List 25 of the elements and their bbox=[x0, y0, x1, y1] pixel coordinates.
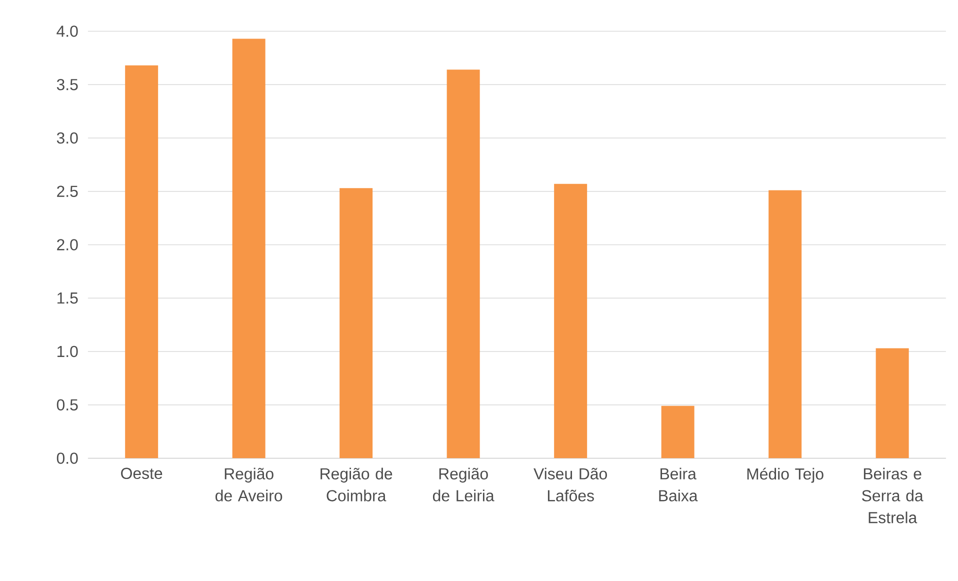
x-tick-label: Beiras e Serra da Estrela bbox=[862, 468, 924, 524]
y-tick-label: 4.0 bbox=[56, 26, 78, 37]
y-tick-label: 2.0 bbox=[57, 239, 78, 250]
x-tick-label: Beira Baixa bbox=[659, 468, 698, 502]
y-tick-label: 2.5 bbox=[57, 186, 78, 197]
y-tick-label: 3.0 bbox=[56, 132, 78, 144]
bar bbox=[232, 38, 266, 458]
bar bbox=[125, 65, 158, 458]
y-tick-label: 0.0 bbox=[56, 452, 78, 464]
y-tick-label: 1.5 bbox=[57, 292, 78, 304]
x-tick-label: Oeste bbox=[121, 468, 162, 480]
bar bbox=[446, 70, 480, 458]
bar bbox=[340, 188, 373, 458]
x-tick-label: Médio Tejo bbox=[747, 468, 824, 483]
bar bbox=[661, 406, 694, 458]
x-tick-label: Região de Leiria bbox=[432, 468, 494, 502]
y-tick-label: 3.5 bbox=[56, 78, 78, 90]
y-tick-label: 0.5 bbox=[56, 399, 78, 410]
y-tick-label: 1.0 bbox=[57, 346, 78, 358]
bar bbox=[554, 184, 588, 458]
x-tick-label: Viseu Dão Lafões bbox=[534, 468, 607, 502]
x-tick-label: Região de Coimbra bbox=[320, 468, 392, 502]
bar bbox=[768, 190, 802, 458]
bar bbox=[876, 348, 909, 458]
x-tick-label: Região de Aveiro bbox=[216, 468, 282, 502]
